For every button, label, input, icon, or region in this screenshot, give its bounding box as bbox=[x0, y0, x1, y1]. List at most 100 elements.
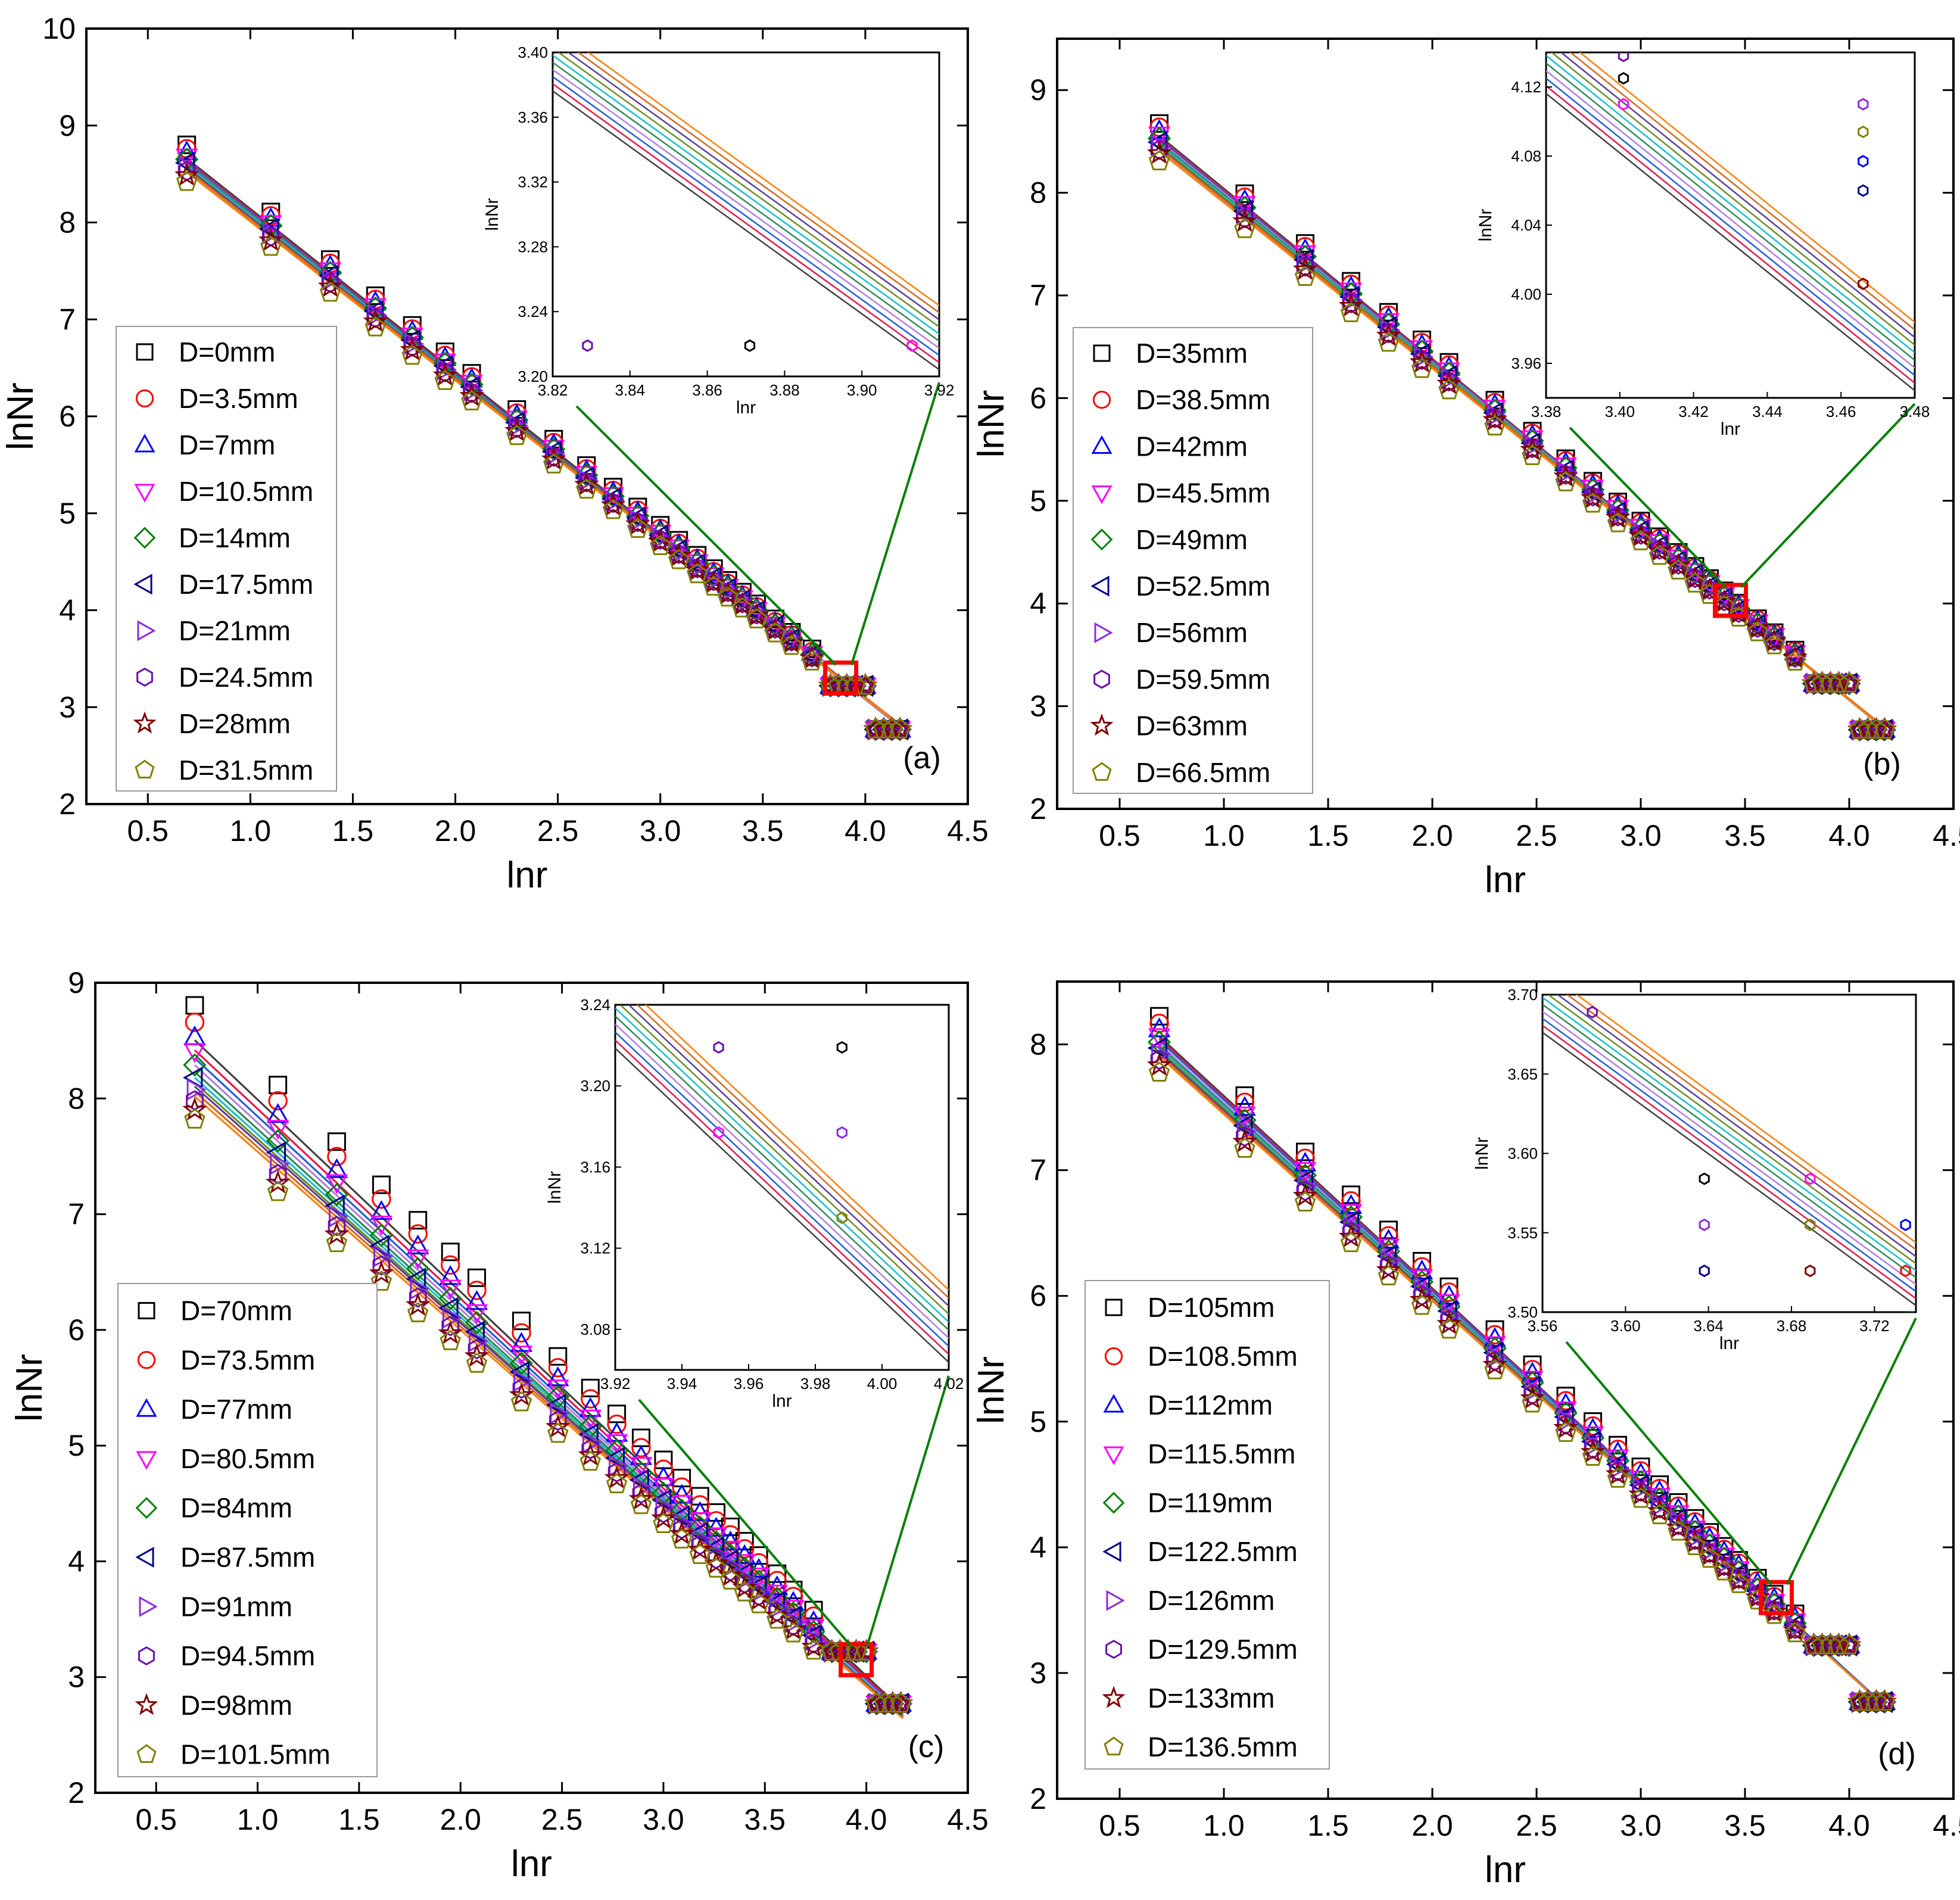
legend-label: D=136.5mm bbox=[1148, 1731, 1298, 1762]
data-point bbox=[669, 543, 688, 564]
data-point bbox=[1235, 1086, 1254, 1105]
y-tick-label: 7 bbox=[1030, 279, 1046, 312]
legend-label: D=14mm bbox=[179, 522, 291, 553]
data-point bbox=[855, 1640, 877, 1661]
data-point bbox=[1765, 630, 1783, 652]
data-point bbox=[783, 631, 800, 652]
y-tick-label: 8 bbox=[1030, 176, 1046, 210]
x-axis-label: lnr bbox=[1485, 859, 1526, 901]
legend-marker bbox=[134, 484, 155, 503]
x-tick-label: 2.5 bbox=[537, 814, 579, 848]
data-point bbox=[1583, 1416, 1603, 1436]
inset-fit-line bbox=[1546, 70, 1915, 369]
legend-marker bbox=[1102, 1541, 1121, 1562]
y-tick-label: 10 bbox=[42, 12, 76, 45]
inset-x-tick-label: 3.88 bbox=[769, 381, 800, 399]
data-point bbox=[600, 493, 626, 516]
data-point bbox=[1649, 1504, 1671, 1525]
data-point bbox=[441, 1255, 460, 1275]
data-point bbox=[372, 1189, 391, 1209]
legend-label: D=24.5mm bbox=[179, 662, 313, 693]
data-point bbox=[1669, 1515, 1687, 1535]
inset-data-point bbox=[1699, 1264, 1710, 1278]
inset-chart: 3.56 3.60 3.64 3.68 3.72 3.50 3.55 3.60 3.65 3.70… bbox=[1472, 986, 1917, 1353]
legend-label: D=77mm bbox=[180, 1394, 292, 1425]
data-point bbox=[1762, 1599, 1787, 1623]
inset-fit-line bbox=[567, 52, 939, 320]
data-point bbox=[1555, 471, 1576, 491]
data-point bbox=[176, 170, 198, 191]
data-point bbox=[703, 1550, 729, 1575]
y-tick-label: 3 bbox=[68, 1661, 85, 1694]
x-tick-label: 4.0 bbox=[1828, 819, 1870, 852]
y-tick-label: 9 bbox=[68, 966, 85, 999]
panel-c: 0.5 1.0 1.5 2.0 2.5 3.0 3.5 4.0 4.5 2 3 4 5 6 7 8 9 lnr ln… bbox=[9, 966, 989, 1885]
data-point bbox=[1669, 554, 1687, 575]
data-point bbox=[607, 1414, 627, 1434]
data-point bbox=[513, 1369, 534, 1393]
data-point bbox=[1786, 647, 1804, 668]
plot-frame bbox=[94, 982, 969, 1794]
data-point bbox=[1146, 140, 1172, 164]
data-point bbox=[401, 344, 423, 365]
zoom-connector-line bbox=[865, 1375, 950, 1647]
inset-y-tick-label: 3.36 bbox=[518, 108, 548, 126]
data-point bbox=[1874, 718, 1896, 739]
data-point bbox=[468, 1268, 487, 1287]
legend-marker bbox=[133, 527, 156, 549]
data-point bbox=[1747, 1589, 1768, 1610]
legend-label: D=73.5mm bbox=[180, 1344, 315, 1375]
data-point bbox=[461, 390, 482, 410]
data-point bbox=[1762, 628, 1787, 652]
inset-fit-line bbox=[553, 68, 939, 349]
inset-fit-line bbox=[553, 61, 939, 342]
inset-y-tick-label: 4.00 bbox=[1511, 285, 1541, 303]
inset-data-point bbox=[836, 1126, 847, 1139]
data-point bbox=[328, 1216, 346, 1236]
data-point bbox=[440, 1330, 461, 1350]
data-point bbox=[764, 1602, 790, 1627]
data-point bbox=[1233, 189, 1256, 209]
y-tick-label: 4 bbox=[59, 594, 76, 627]
data-point bbox=[1233, 1106, 1256, 1127]
y-tick-label: 4 bbox=[1030, 1531, 1046, 1564]
inset-data-point bbox=[836, 1041, 847, 1054]
data-point bbox=[406, 1267, 426, 1290]
x-tick-label: 3.0 bbox=[1620, 1809, 1662, 1842]
data-point bbox=[325, 1182, 349, 1207]
data-point bbox=[768, 1564, 787, 1583]
data-point bbox=[406, 1257, 430, 1281]
inset-x-tick-label: 3.96 bbox=[734, 1375, 764, 1393]
data-point bbox=[719, 581, 737, 603]
data-point bbox=[1296, 256, 1314, 277]
x-tick-label: 2.0 bbox=[1411, 1809, 1453, 1842]
inset-y-tick-label: 3.24 bbox=[518, 303, 548, 320]
data-point bbox=[764, 622, 786, 643]
data-point bbox=[409, 1287, 427, 1308]
data-point bbox=[578, 1442, 603, 1466]
data-point bbox=[547, 1379, 569, 1400]
inset-y-tick-label: 3.70 bbox=[1507, 986, 1538, 1004]
data-point bbox=[1148, 150, 1170, 170]
inset-x-tick-label: 3.44 bbox=[1752, 403, 1783, 421]
data-point bbox=[1715, 1555, 1733, 1576]
data-point bbox=[1412, 1257, 1432, 1277]
inset-fit-line bbox=[619, 1005, 949, 1315]
data-point bbox=[1730, 1568, 1748, 1589]
data-point bbox=[630, 1494, 652, 1515]
zoom-connector-line bbox=[638, 1398, 853, 1647]
x-tick-label: 2.5 bbox=[1516, 819, 1557, 852]
y-tick-label: 3 bbox=[1030, 690, 1046, 723]
y-tick-label: 6 bbox=[1030, 1279, 1046, 1313]
data-point bbox=[1379, 323, 1398, 344]
data-point bbox=[1828, 1634, 1850, 1655]
data-point bbox=[325, 1158, 348, 1178]
data-point bbox=[606, 1473, 628, 1494]
data-point bbox=[506, 425, 528, 446]
data-point bbox=[1699, 1547, 1721, 1568]
zoom-connector-line bbox=[850, 382, 940, 666]
x-tick-label: 3.0 bbox=[643, 1803, 684, 1836]
data-point bbox=[1746, 609, 1769, 630]
inset-y-tick-label: 3.20 bbox=[580, 1077, 610, 1095]
legend-marker bbox=[1105, 1298, 1123, 1316]
